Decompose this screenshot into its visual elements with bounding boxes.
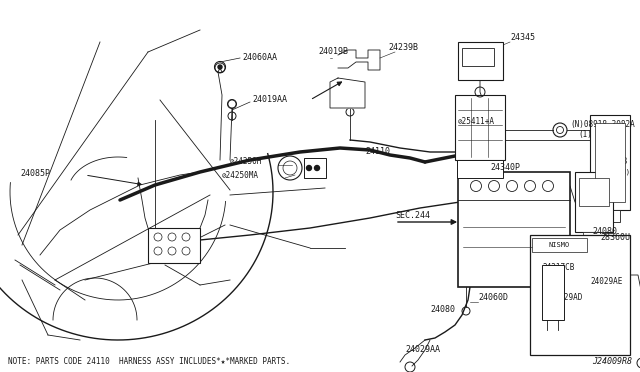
Text: (N)08918-3082A: (N)08918-3082A [570, 119, 635, 128]
Polygon shape [330, 78, 365, 108]
Text: ⊘25411+A: ⊘25411+A [458, 118, 495, 126]
Text: SEC.253: SEC.253 [596, 157, 628, 167]
Text: 24217CB: 24217CB [542, 263, 574, 273]
Text: 24080: 24080 [430, 305, 455, 314]
Bar [458, 42, 503, 80]
Bar [457, 160, 503, 178]
Circle shape [218, 65, 222, 69]
Text: 24019B: 24019B [318, 48, 348, 57]
Text: NOTE: PARTS CODE 24110  HARNESS ASSY INCLUDES*★*MARKED PARTS.: NOTE: PARTS CODE 24110 HARNESS ASSY INCL… [8, 357, 290, 366]
Text: 24340P: 24340P [490, 164, 520, 173]
Text: ⊘24250MA: ⊘24250MA [222, 171, 259, 180]
Bar [542, 265, 564, 320]
Text: SEC.244: SEC.244 [395, 212, 430, 221]
Text: (1): (1) [578, 131, 592, 140]
Text: 24060AA: 24060AA [242, 52, 277, 61]
Bar [600, 210, 620, 222]
Text: 24085P: 24085P [20, 169, 50, 177]
Bar [530, 235, 630, 355]
Text: (294G0M): (294G0M) [596, 169, 630, 175]
Bar [458, 172, 570, 287]
Text: J24009R8: J24009R8 [592, 357, 632, 366]
Text: 24029AA: 24029AA [405, 346, 440, 355]
Bar [579, 178, 609, 206]
Bar [595, 123, 625, 202]
Text: NISMO: NISMO [548, 242, 570, 248]
Bar [304, 158, 326, 178]
Text: 24029AE: 24029AE [590, 278, 622, 286]
Circle shape [314, 166, 319, 170]
Text: 24345: 24345 [510, 33, 535, 42]
Text: 24060D: 24060D [478, 294, 508, 302]
Bar [532, 238, 587, 252]
Bar [455, 95, 505, 160]
Text: 28360U: 28360U [600, 234, 630, 243]
Bar [575, 172, 613, 232]
Bar [148, 228, 200, 263]
Text: 24110: 24110 [365, 148, 390, 157]
Bar [462, 48, 494, 66]
Circle shape [307, 166, 312, 170]
Bar [590, 115, 630, 210]
Text: ⊘24250H: ⊘24250H [230, 157, 262, 167]
Text: 24239B: 24239B [388, 42, 418, 51]
Text: 24029AD: 24029AD [550, 294, 582, 302]
Bar [583, 232, 605, 242]
Text: 24019AA: 24019AA [252, 96, 287, 105]
Text: 24080: 24080 [592, 228, 617, 237]
